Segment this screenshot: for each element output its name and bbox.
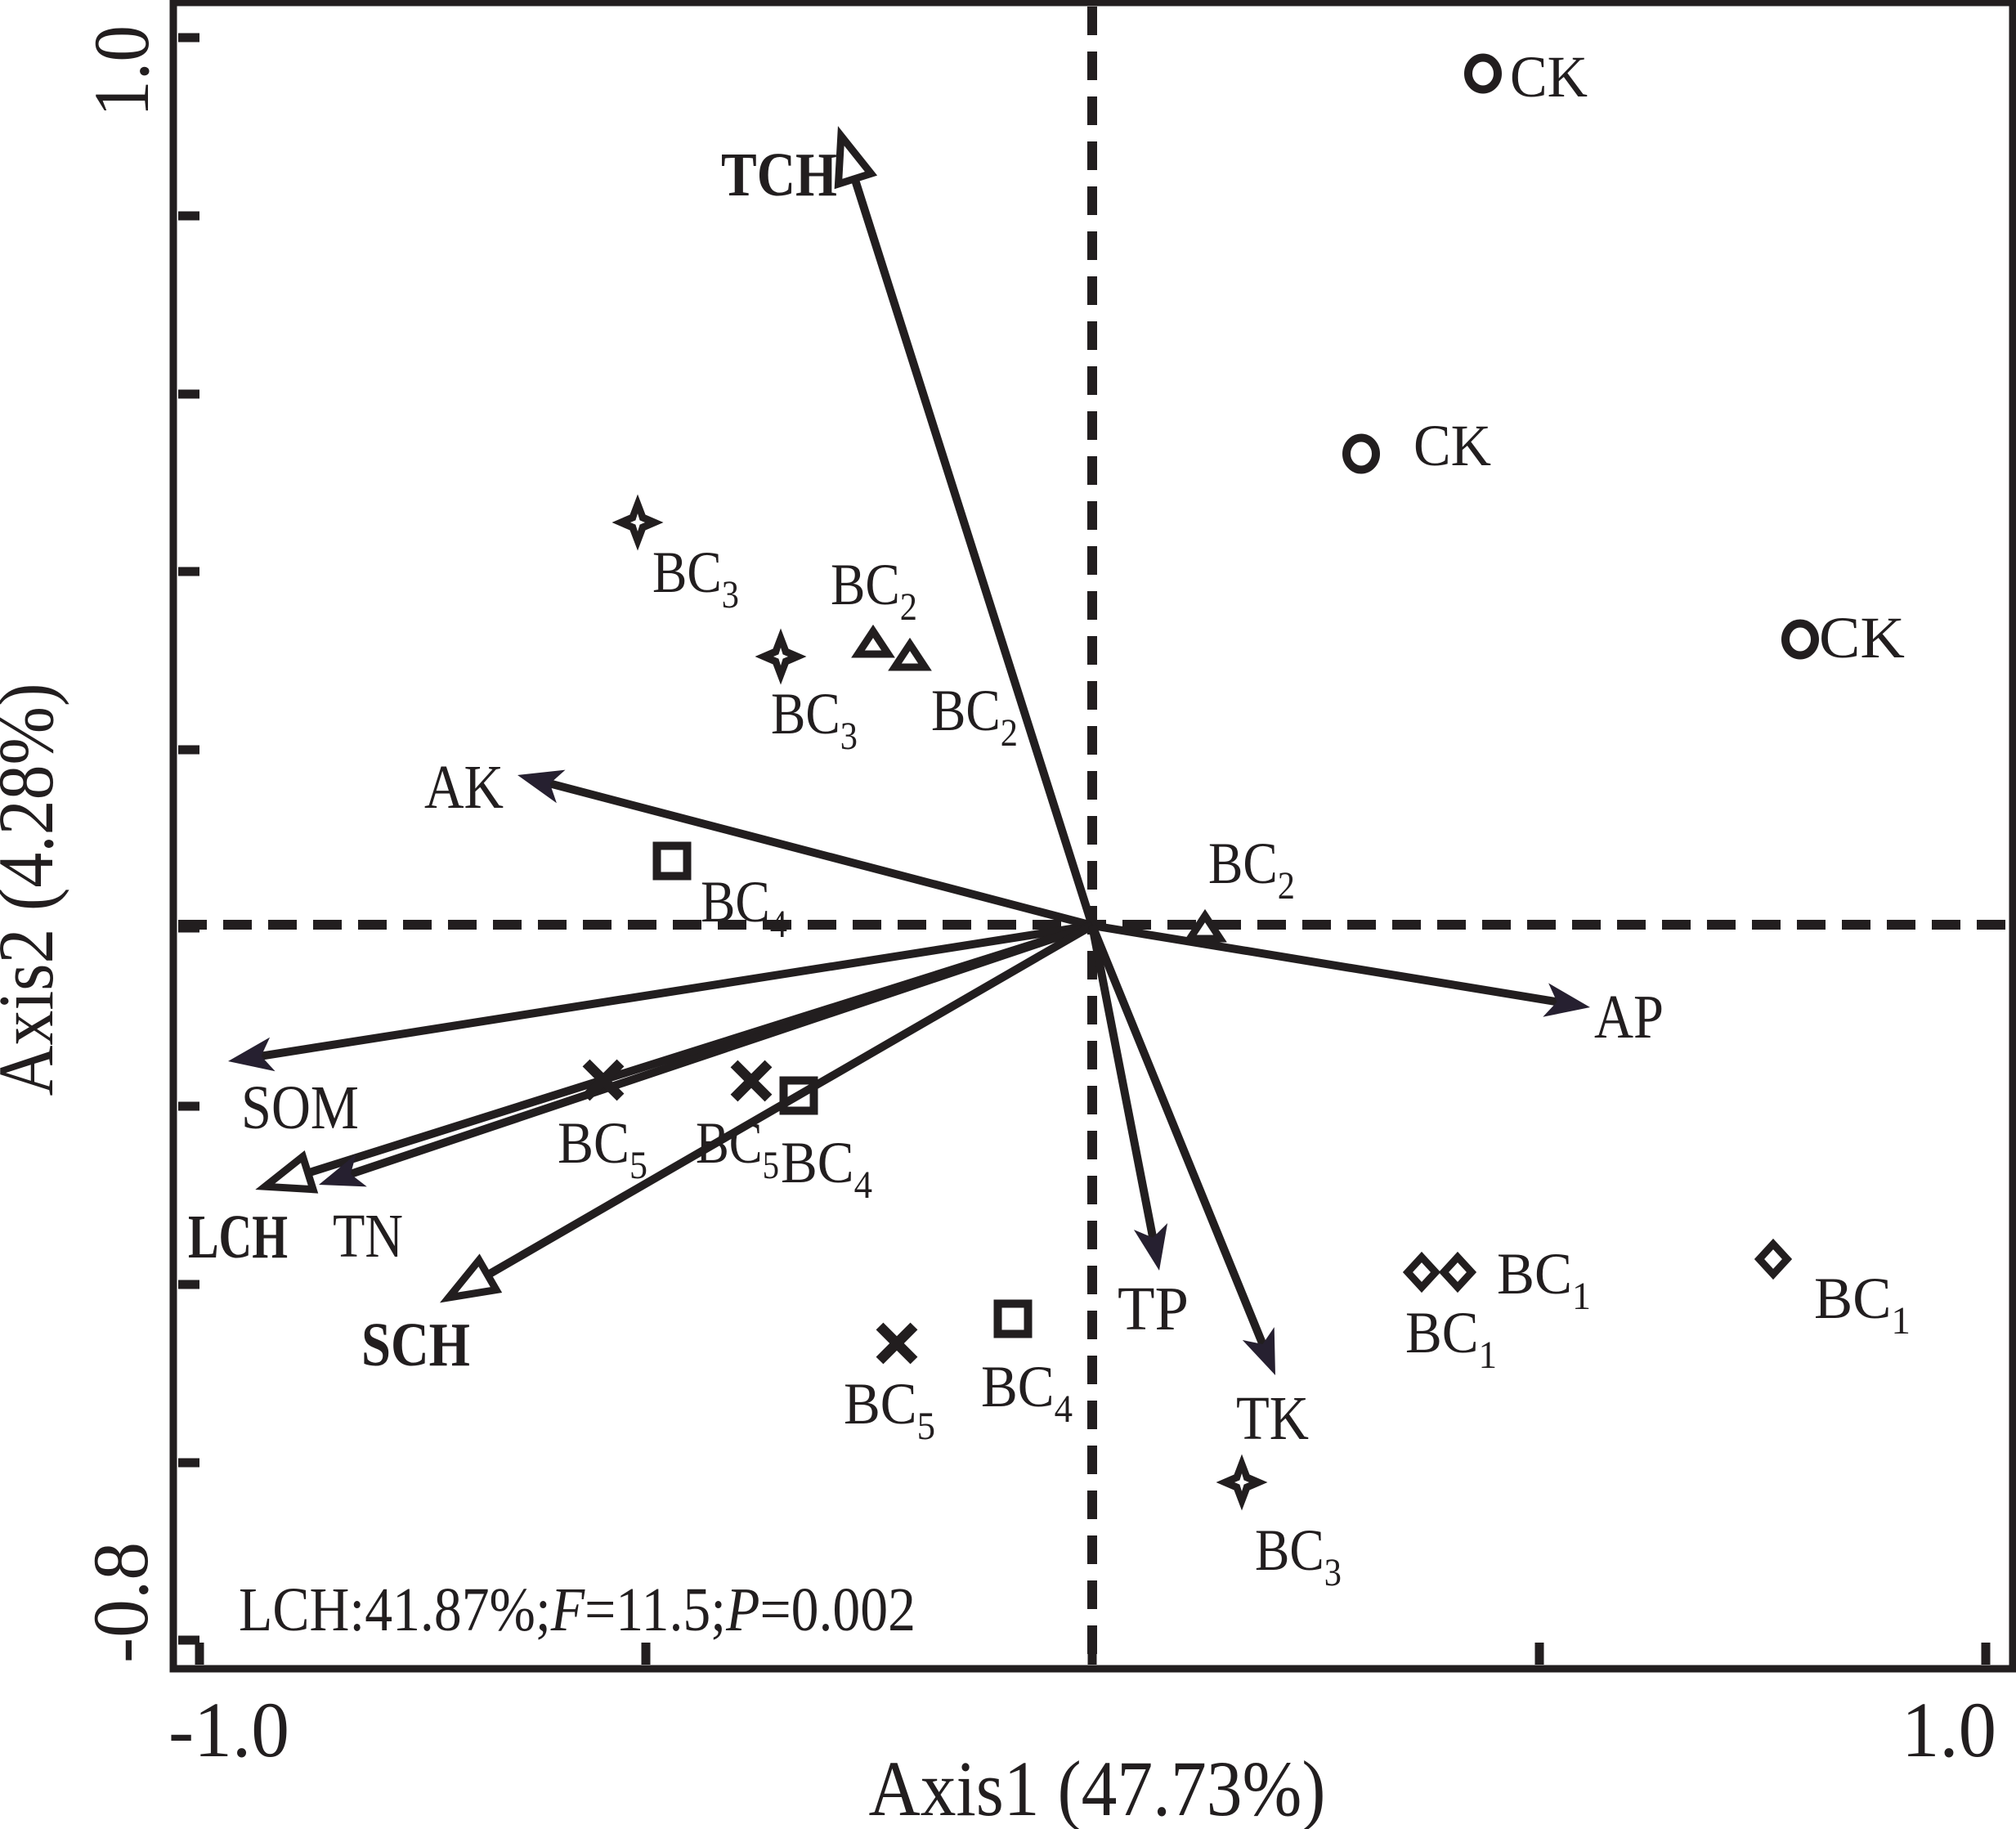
svg-text:TK: TK: [1236, 1384, 1309, 1453]
svg-text:CK: CK: [1510, 44, 1588, 110]
svg-text:TP: TP: [1118, 1275, 1189, 1343]
svg-text:LCH: LCH: [188, 1203, 288, 1271]
svg-text:AP: AP: [1594, 983, 1664, 1051]
svg-text:Axis2 (4.28%): Axis2 (4.28%): [0, 684, 69, 1096]
svg-text:TN: TN: [333, 1202, 403, 1271]
svg-text:TCH: TCH: [721, 141, 837, 209]
svg-text:BC1: BC1: [1814, 1266, 1911, 1343]
svg-text:Axis1 (47.73%): Axis1 (47.73%): [869, 1745, 1326, 1829]
svg-text:-1.0: -1.0: [168, 1686, 289, 1773]
svg-text:CK: CK: [1413, 413, 1491, 478]
svg-text:LCH:41.87%;F=11.5;P=0.002: LCH:41.87%;F=11.5;P=0.002: [239, 1576, 916, 1644]
svg-text:AK: AK: [424, 753, 504, 822]
svg-text:SOM: SOM: [241, 1074, 359, 1142]
svg-text:1.0: 1.0: [1902, 1686, 1996, 1773]
svg-text:-0.8: -0.8: [77, 1542, 164, 1663]
svg-text:1.0: 1.0: [78, 25, 165, 117]
svg-text:CK: CK: [1819, 605, 1905, 670]
svg-text:SCH: SCH: [361, 1311, 470, 1379]
